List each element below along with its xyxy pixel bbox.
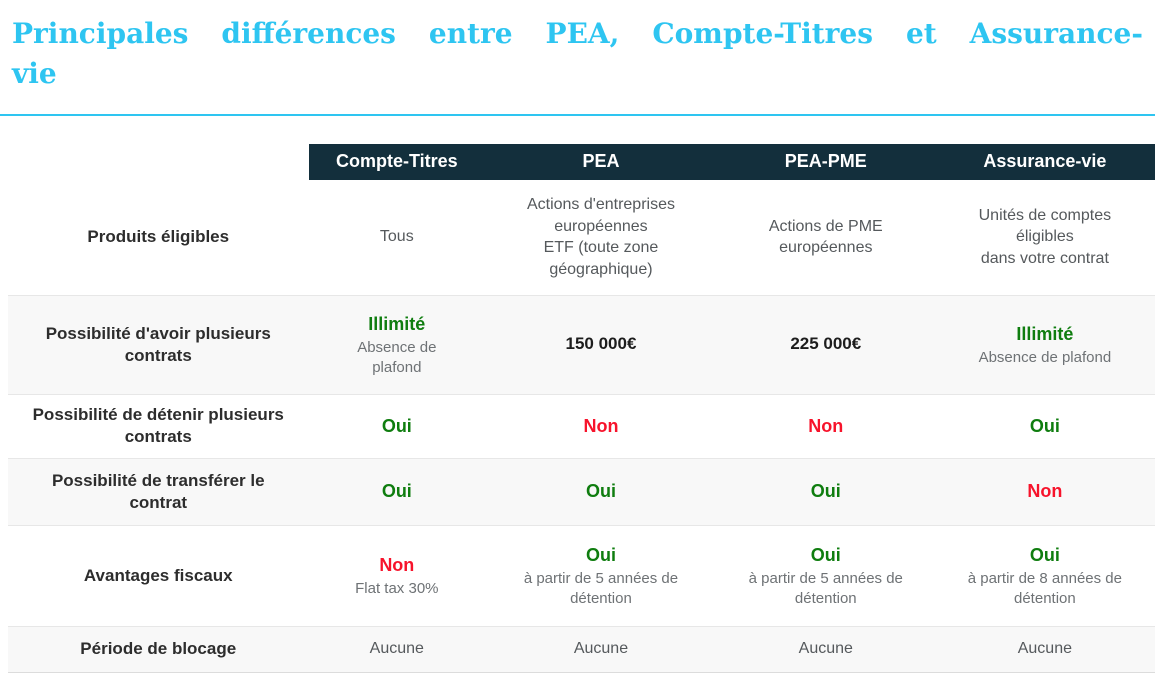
header-corner-empty	[8, 143, 309, 180]
value-cell: Aucune	[717, 626, 935, 672]
comparison-table: Compte-Titres PEA PEA-PME Assurance-vie …	[8, 143, 1155, 673]
row-produits-eligibles: Produits éligibles Tous Actions d'entrep…	[8, 179, 1155, 296]
value-cell: Non Flat tax 30%	[309, 525, 486, 626]
cell-text: Non	[379, 554, 415, 575]
cell-text: Aucune	[798, 640, 853, 658]
cell-subtext: à partir de 5 années de détention	[748, 570, 903, 607]
cell-subtext: Absence de plafond	[978, 349, 1112, 367]
value-cell: Oui à partir de 5 années de détention	[485, 525, 717, 626]
row-transferer-contrat: Possibilité de transférer le contrat Oui…	[8, 458, 1155, 526]
page-title: Principales différences entre PEA, Compt…	[12, 14, 1143, 95]
value-cell: Illimité Absence de plafond	[309, 295, 486, 394]
col-header-pea-pme: PEA-PME	[716, 143, 935, 180]
cell-text: Oui	[1029, 544, 1060, 565]
value-cell: Oui	[309, 458, 486, 525]
cell-text: Oui	[810, 544, 841, 565]
cell-subtext: Absence de plafond	[357, 339, 437, 376]
value-cell: Actions de PME européennes	[717, 180, 935, 296]
cell-text: Unités de comptes éligibles dans votre c…	[978, 206, 1112, 267]
row-periode-blocage: Période de blocage Aucune Aucune Aucune …	[8, 626, 1155, 673]
value-cell: Oui	[309, 394, 486, 458]
col-header-assurance-vie: Assurance-vie	[934, 143, 1155, 180]
value-cell: Tous	[309, 180, 486, 296]
cell-text: Oui	[585, 481, 616, 502]
value-cell: Non	[717, 394, 935, 458]
cell-text: Oui	[381, 415, 412, 436]
value-cell: Actions d'entreprises européennes ETF (t…	[485, 180, 717, 296]
row-label: Possibilité de détenir plusieurs contrat…	[32, 405, 284, 447]
col-header-pea: PEA	[485, 143, 717, 180]
cell-text: Oui	[810, 481, 841, 502]
row-plafond: Possibilité d'avoir plusieurs contrats I…	[8, 295, 1155, 395]
value-cell: Non	[935, 458, 1155, 525]
page-title-line1: Principales différences entre PEA, Compt…	[12, 17, 1143, 50]
cell-text: Tous	[379, 228, 414, 246]
row-label: Produits éligibles	[87, 227, 230, 247]
cell-subtext: à partir de 8 années de détention	[967, 570, 1122, 607]
cell-text: Non	[583, 415, 619, 436]
col-header-compte-titres: Compte-Titres	[308, 143, 486, 180]
cell-text: Actions de PME européennes	[768, 217, 883, 257]
value-cell: Aucune	[309, 626, 486, 672]
value-cell: Oui	[485, 458, 717, 525]
value-cell: 150 000€	[485, 295, 717, 394]
value-cell: Oui	[935, 394, 1155, 458]
value-cell: Aucune	[935, 626, 1155, 672]
cell-text: Illimité	[1016, 323, 1074, 344]
cell-text: Aucune	[573, 640, 629, 658]
cell-text: Aucune	[1017, 640, 1072, 658]
row-label: Possibilité de transférer le contrat	[51, 470, 265, 512]
cell-text: 225 000€	[790, 334, 862, 354]
cell-text: Oui	[381, 481, 412, 502]
value-cell: Oui à partir de 5 années de détention	[717, 525, 935, 626]
cell-text: Oui	[585, 544, 616, 565]
value-cell: Oui	[717, 458, 935, 525]
cell-subtext: à partir de 5 années de détention	[523, 570, 679, 607]
cell-subtext: Flat tax 30%	[355, 580, 439, 598]
row-label: Possibilité d'avoir plusieurs contrats	[45, 323, 271, 365]
title-divider	[0, 113, 1155, 116]
cell-text: Actions d'entreprises européennes ETF (t…	[526, 195, 675, 278]
page-title-line2: vie	[12, 57, 57, 91]
row-label: Période de blocage	[80, 639, 237, 659]
value-cell: Unités de comptes éligibles dans votre c…	[935, 180, 1155, 296]
value-cell: 225 000€	[717, 295, 935, 394]
cell-text: Illimité	[368, 313, 426, 334]
row-label: Avantages fiscaux	[83, 565, 233, 585]
header-row: Compte-Titres PEA PEA-PME Assurance-vie	[8, 143, 1155, 180]
row-detenir-plusieurs-contrats: Possibilité de détenir plusieurs contrat…	[8, 394, 1155, 459]
cell-text: Non	[808, 415, 844, 436]
cell-text: Oui	[1029, 415, 1060, 436]
row-avantages-fiscaux: Avantages fiscaux Non Flat tax 30% Oui à…	[8, 525, 1155, 627]
cell-text: Aucune	[369, 640, 424, 658]
cell-text: Non	[1027, 481, 1063, 502]
value-cell: Oui à partir de 8 années de détention	[935, 525, 1155, 626]
cell-text: 150 000€	[565, 334, 637, 354]
value-cell: Illimité Absence de plafond	[935, 295, 1155, 394]
value-cell: Non	[485, 394, 717, 458]
value-cell: Aucune	[485, 626, 717, 672]
